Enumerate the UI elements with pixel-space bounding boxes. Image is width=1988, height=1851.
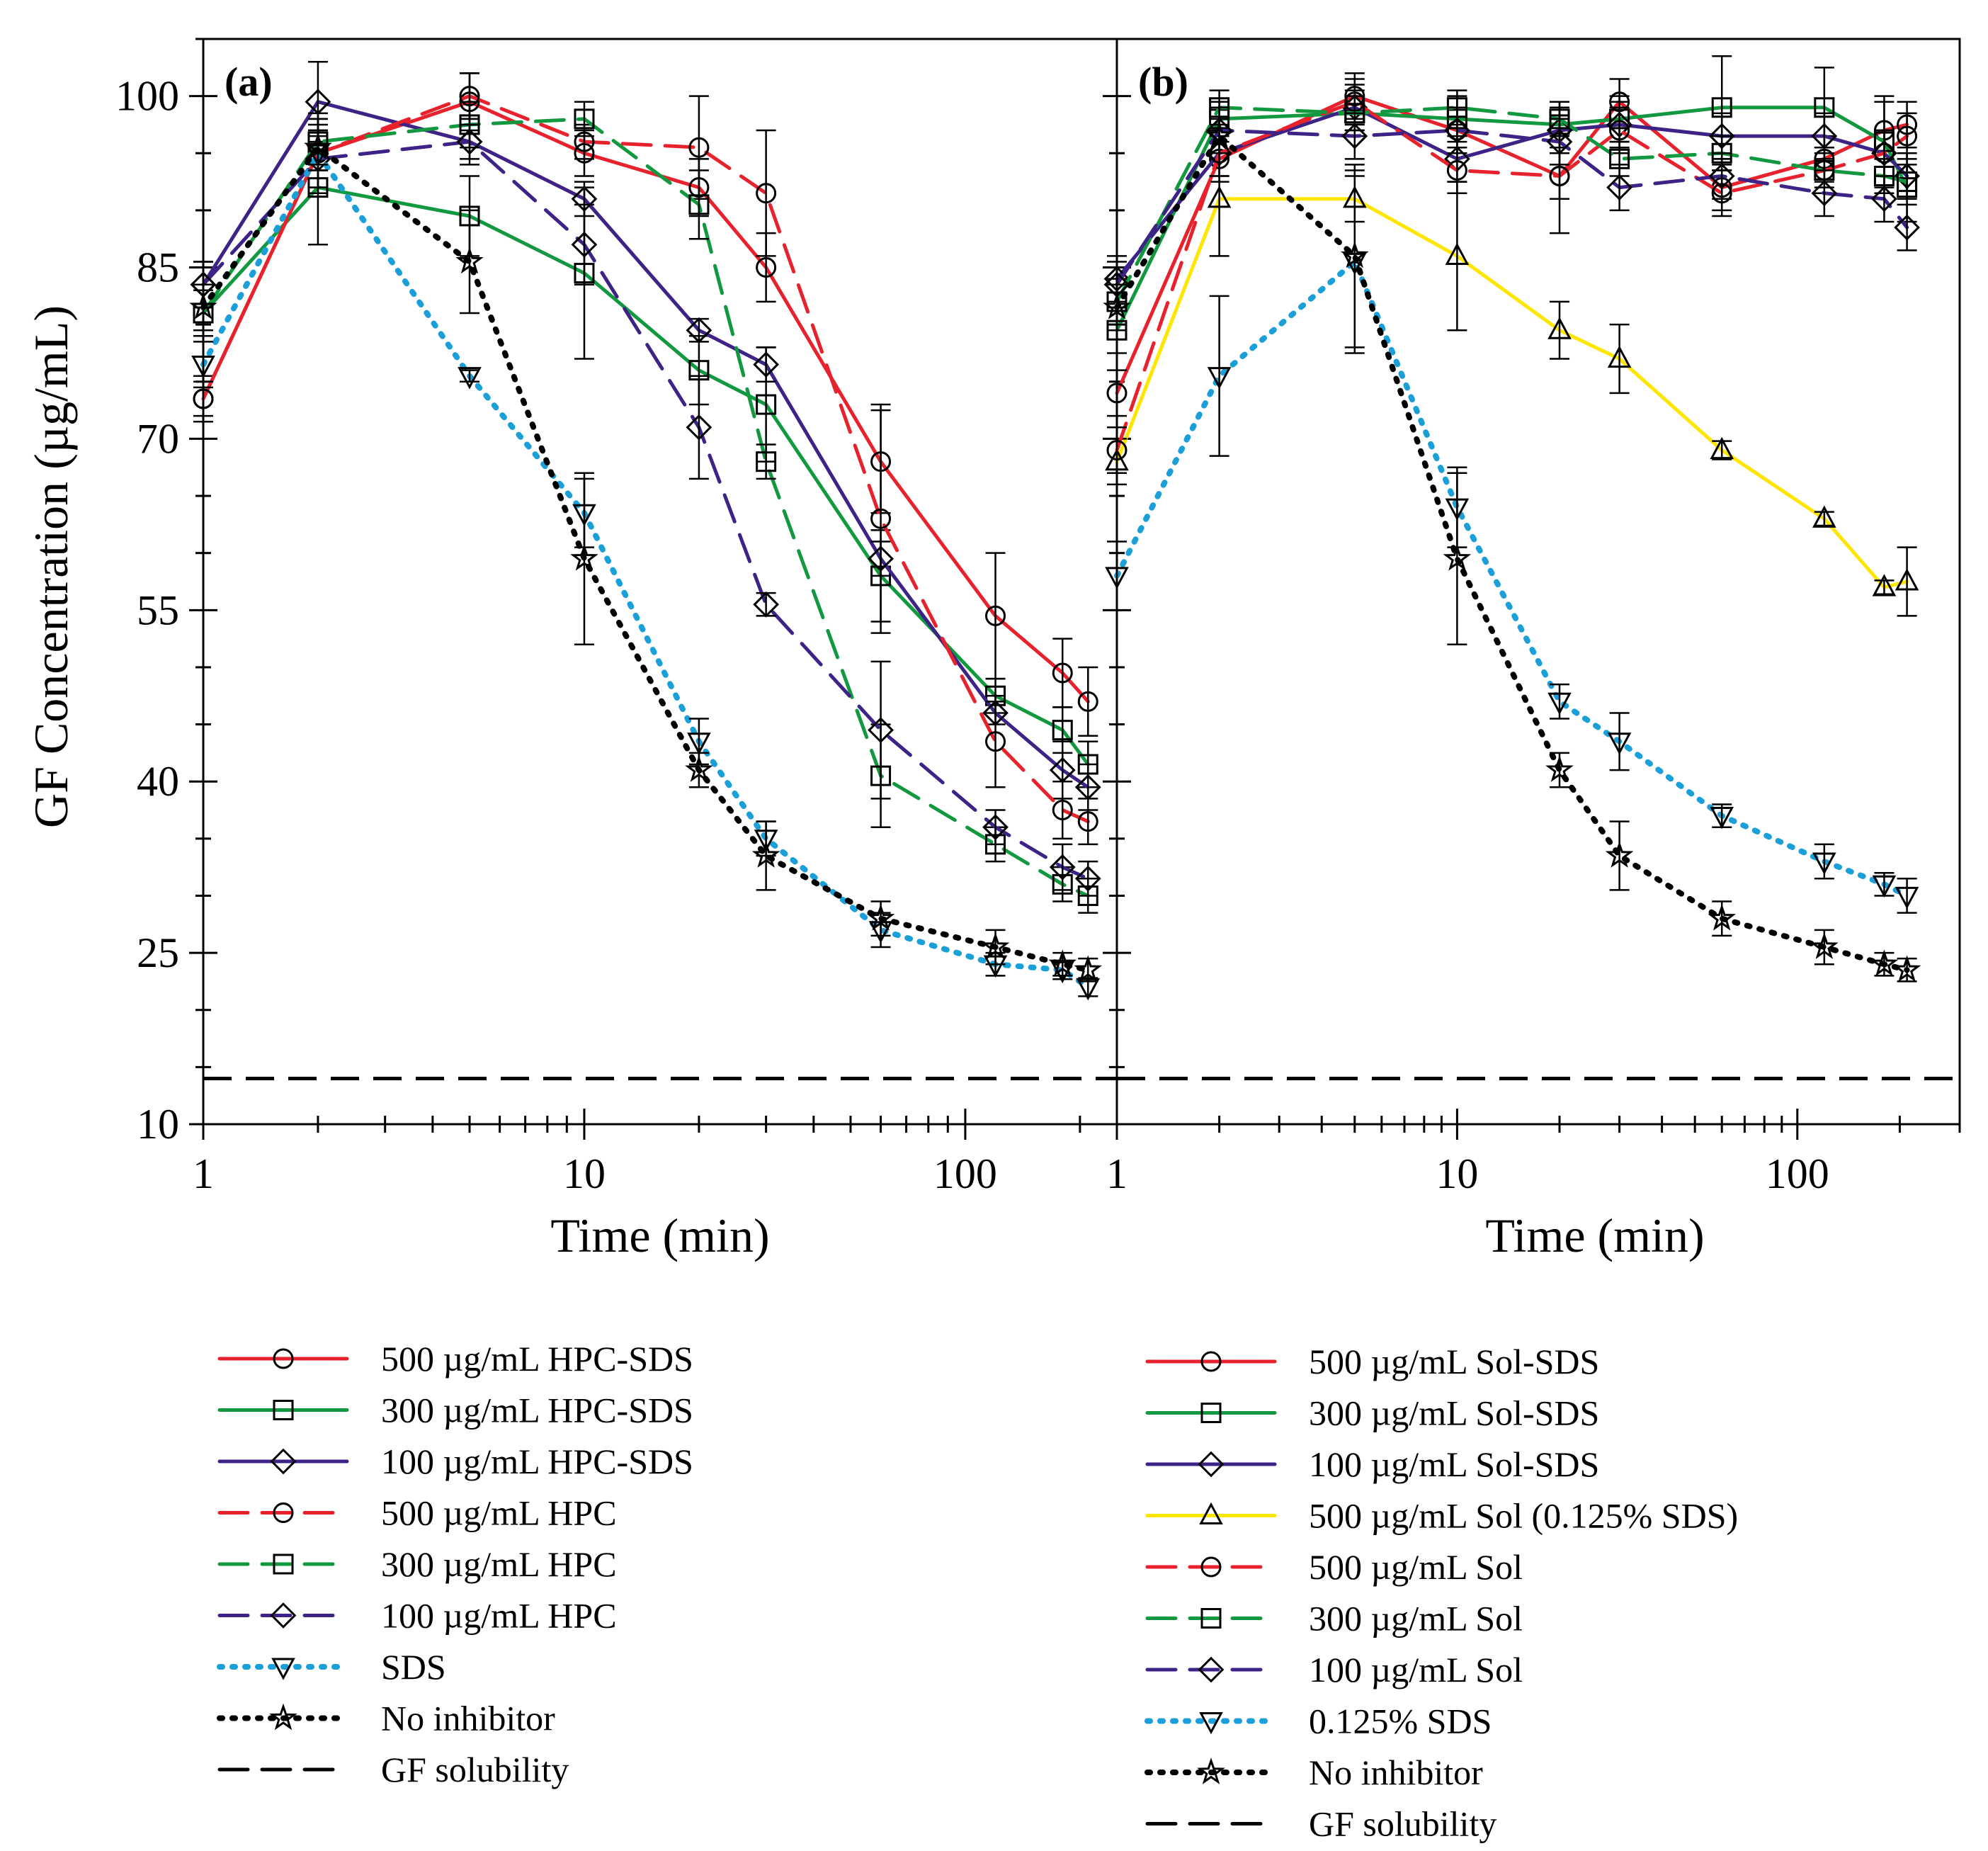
panel-a-x-tick-label: 100 (933, 1150, 997, 1197)
y-axis-title: GF Concentration (µg/mL) (24, 305, 78, 828)
legend-label: 500 µg/mL HPC (381, 1493, 617, 1533)
chart-background (0, 0, 1988, 1851)
y-tick-label: 55 (137, 587, 179, 633)
dissolution-chart: 10 25 40 55 70 85 100 1 10 100 Time (min) (a) 1 10 10… (0, 0, 1988, 1851)
legend-label: SDS (381, 1647, 446, 1687)
legend-label: 300 µg/mL HPC-SDS (381, 1391, 693, 1430)
panel-b-x-tick-label: 10 (1436, 1150, 1478, 1197)
y-tick-label: 10 (137, 1101, 179, 1148)
legend-label: 500 µg/mL HPC-SDS (381, 1339, 693, 1379)
y-tick-label: 70 (137, 415, 179, 462)
panel-b-label: (b) (1138, 59, 1188, 105)
legend-label: 500 µg/mL Sol-SDS (1309, 1342, 1599, 1381)
legend-label: 500 µg/mL Sol (1309, 1547, 1523, 1587)
y-tick-label: 85 (137, 244, 179, 291)
y-tick-label: 25 (137, 929, 179, 976)
legend-label: 100 µg/mL Sol-SDS (1309, 1444, 1599, 1484)
legend-label: 100 µg/mL HPC (381, 1596, 617, 1636)
legend-label: No inhibitor (381, 1699, 555, 1738)
panel-a-x-tick-label: 1 (193, 1150, 214, 1197)
legend-label: GF solubility (381, 1750, 569, 1789)
legend-label: 0.125% SDS (1309, 1702, 1492, 1741)
legend-label: 100 µg/mL Sol (1309, 1650, 1523, 1689)
legend-label: 300 µg/mL HPC (381, 1544, 617, 1584)
panel-a-x-axis-title: Time (min) (550, 1208, 769, 1262)
legend-label: 300 µg/mL Sol-SDS (1309, 1393, 1599, 1433)
y-tick-label: 40 (137, 758, 179, 805)
panel-b-x-axis-title: Time (min) (1485, 1208, 1704, 1262)
y-tick-label: 100 (115, 73, 179, 120)
panel-b-x-tick-label: 1 (1106, 1150, 1128, 1197)
legend-label: 100 µg/mL HPC-SDS (381, 1442, 693, 1481)
panel-a-label: (a) (225, 59, 273, 105)
legend-label: 500 µg/mL Sol (0.125% SDS) (1309, 1496, 1738, 1536)
panel-a-x-tick-label: 10 (563, 1150, 606, 1197)
legend-label: 300 µg/mL Sol (1309, 1599, 1523, 1638)
legend-label: GF solubility (1309, 1804, 1496, 1844)
legend-label: No inhibitor (1309, 1753, 1483, 1792)
panel-b-x-tick-label: 100 (1766, 1150, 1829, 1197)
